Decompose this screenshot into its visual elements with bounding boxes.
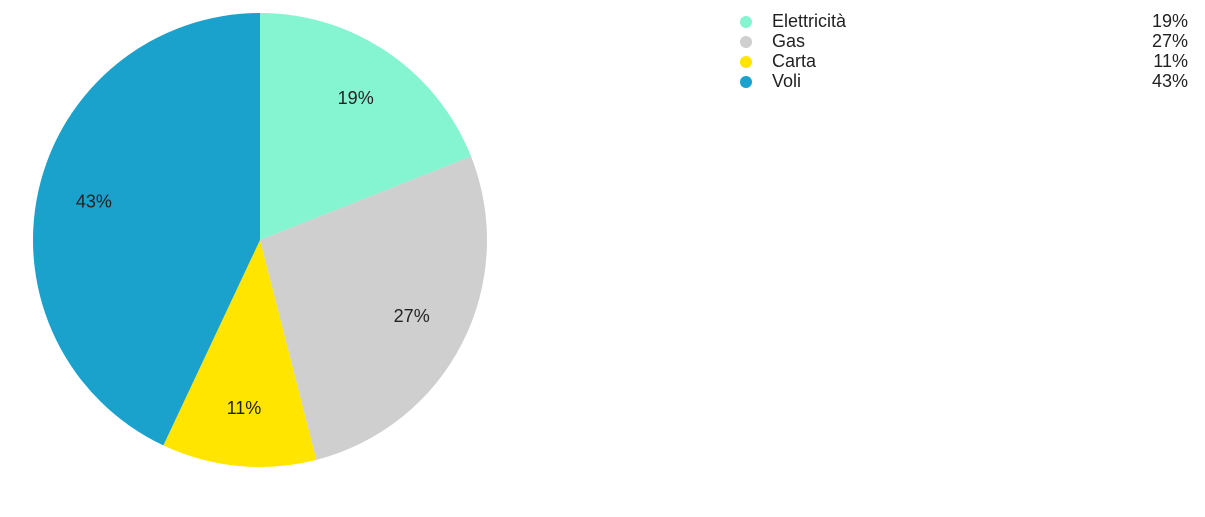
legend-value: 11% [1153,51,1188,71]
slice-label: 11% [227,398,262,418]
legend-value: 43% [1152,71,1188,91]
legend-label: Voli [772,71,801,91]
legend-swatch [740,16,752,28]
pie-slice [32,13,260,446]
pie-slice [260,156,487,460]
slice-label: 27% [394,306,430,326]
legend-swatch [740,76,752,88]
legend-label: Carta [772,51,817,71]
legend-value: 19% [1152,11,1188,31]
legend-value: 27% [1152,31,1188,51]
pie-slice [163,240,317,467]
legend-swatch [740,56,752,68]
slice-label: 43% [76,192,112,212]
legend-label: Gas [772,31,805,51]
legend-swatch [740,36,752,48]
pie-slice [260,13,472,240]
slice-label: 19% [338,88,374,108]
legend-label: Elettricità [772,11,847,31]
